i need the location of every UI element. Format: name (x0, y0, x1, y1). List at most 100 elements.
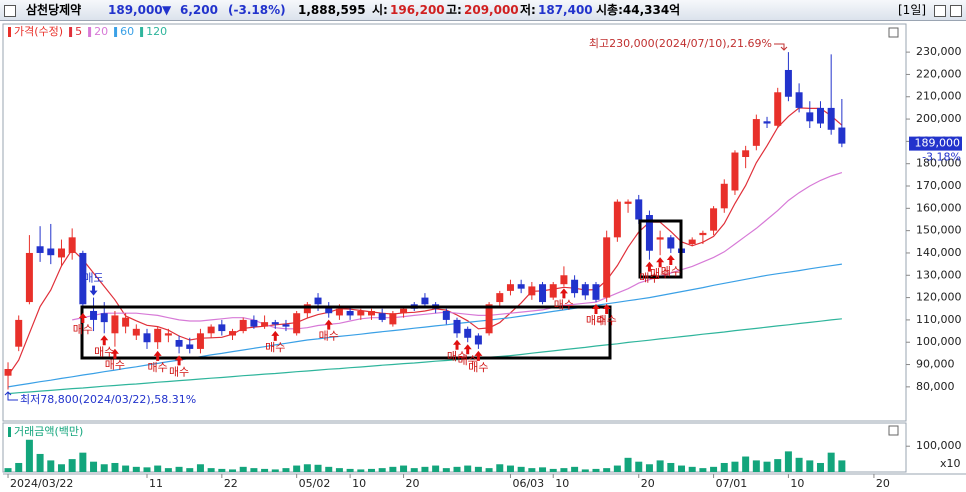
candle-body (261, 322, 269, 327)
legend-label: 가격(수정) (14, 25, 63, 38)
buy-signal: 매수 (554, 298, 574, 311)
low-label: 저: (520, 3, 536, 17)
panel-button[interactable] (888, 27, 899, 38)
candle-body (400, 308, 408, 314)
high: 209,000 (464, 3, 519, 17)
sell-arrow (89, 285, 98, 296)
candle-body (57, 248, 65, 258)
candle-body (15, 319, 23, 347)
ma-line (7, 318, 842, 395)
volume-bar (763, 461, 771, 472)
legend-label: 거래금액(백만) (14, 425, 83, 438)
buy-signal: 매수 (73, 323, 93, 336)
volume-bar (517, 466, 525, 472)
volume-bar (581, 469, 589, 472)
volume-bar (752, 460, 760, 472)
x-tick-label: 10 (352, 477, 366, 490)
candle-body (250, 319, 258, 327)
stock-name: 삼천당제약 (26, 3, 82, 17)
candle-body (90, 310, 98, 320)
volume-bar (207, 468, 215, 472)
y-tick-label: 80,000 (916, 380, 955, 393)
period[interactable]: [1일] (898, 3, 927, 17)
candle-body (218, 324, 226, 332)
candle-body (517, 284, 525, 289)
close-button[interactable] (950, 5, 962, 17)
candle-body (239, 319, 247, 332)
volume-bar (742, 456, 750, 472)
volume-bar (346, 468, 354, 472)
volume-bar (229, 469, 237, 472)
candle-body (389, 313, 397, 325)
legend-marker (8, 427, 11, 437)
buy-signal: 매수 (661, 265, 681, 278)
y-tick-label: 150,000 (916, 224, 962, 237)
volume-bar (314, 464, 322, 472)
volume-bar (186, 468, 194, 472)
low: 187,400 (538, 3, 593, 17)
candle-body (282, 324, 290, 327)
x-tick-label: 05/02 (299, 477, 331, 490)
y-tick-label: 200,000 (916, 112, 962, 125)
candle-body (303, 304, 311, 314)
buy-arrow (100, 335, 109, 346)
candle-body (164, 333, 172, 336)
candle-body (207, 326, 215, 334)
y-tick-label: 90,000 (916, 358, 955, 371)
volume-bar (421, 466, 429, 472)
volume-bar (25, 439, 33, 472)
panel-button[interactable] (888, 425, 899, 436)
candle-body (143, 333, 151, 343)
candle-body (752, 119, 760, 146)
buy-arrow (453, 339, 462, 350)
candle-body (560, 275, 568, 285)
minimize-button[interactable] (934, 5, 946, 17)
volume-bar (36, 453, 44, 472)
annotation-arrow (774, 43, 788, 51)
candle-body (36, 246, 44, 253)
buy-signal: 매수 (650, 267, 670, 280)
high-annotation: 최고230,000(2024/07/10),21.69% (589, 37, 772, 50)
marks (4, 52, 846, 472)
volume-bar (282, 468, 290, 472)
menu-icon[interactable] (4, 5, 16, 17)
y-tick-label: 160,000 (916, 201, 962, 214)
buy-signal: 매수 (468, 361, 488, 374)
candle-body (111, 315, 119, 334)
volume-bar (506, 465, 514, 472)
buy-signal: 매수 (597, 314, 617, 327)
volume-bar (645, 464, 653, 472)
volume-bar (15, 462, 23, 472)
candle-body (645, 215, 653, 251)
volume-bar (827, 452, 835, 472)
candle-body (47, 248, 55, 256)
volume-bar (539, 467, 547, 472)
candle-body (528, 286, 536, 296)
candle-body (496, 293, 504, 303)
candle-body (196, 333, 204, 349)
volume-bar (250, 468, 258, 472)
volume-bar (335, 468, 343, 472)
buy-signal: 매수 (639, 272, 659, 285)
candle-body (122, 317, 130, 327)
candle-body (357, 310, 365, 316)
y-tick-label: 210,000 (916, 90, 962, 103)
candle-body (774, 92, 782, 126)
candle-body (549, 284, 557, 298)
volume-bar (720, 462, 728, 472)
highlight-box (80, 305, 612, 360)
volume-bar (111, 462, 119, 472)
volume: 1,888,595 (298, 3, 366, 17)
volume-bar (795, 457, 803, 472)
volume-bar (100, 464, 108, 472)
volume-bar (635, 461, 643, 472)
candle-body (271, 322, 279, 325)
volume-bar (549, 468, 557, 472)
candle-body (827, 107, 835, 130)
volume-bar (196, 464, 204, 472)
y-tick-label: 230,000 (916, 45, 962, 58)
volume-bar (496, 464, 504, 472)
y-tick-label: 110,000 (916, 313, 962, 326)
